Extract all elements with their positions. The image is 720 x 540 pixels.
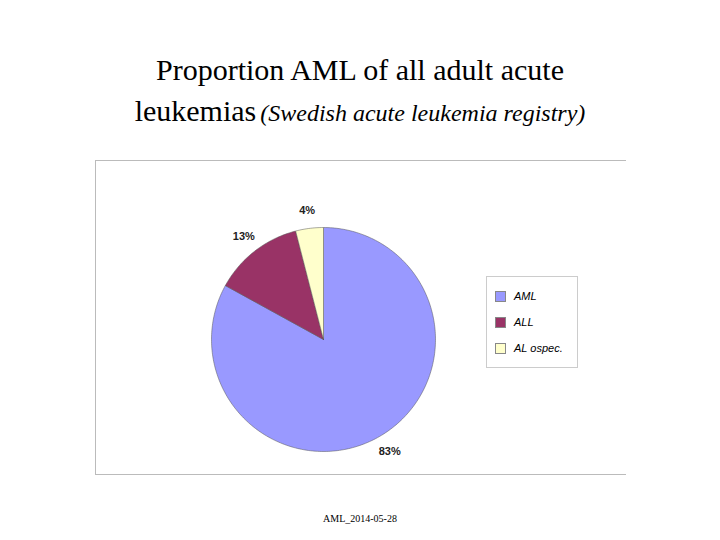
html-text:Proportion AML of all adult ac: Proportion AML of all adult acute leukem… bbox=[134, 53, 586, 127]
html-text:AML_2014-05-28: AML_2014-05-28 bbox=[323, 513, 397, 524]
html-text:AML: AML bbox=[514, 290, 537, 302]
html-text:AL ospec.: AL ospec. bbox=[514, 342, 563, 354]
svg-text:13%: 13% bbox=[233, 230, 255, 242]
svg-text:4%: 4% bbox=[299, 204, 315, 216]
html-text:ALL: ALL bbox=[514, 316, 534, 328]
svg-text:83%: 83% bbox=[379, 445, 401, 457]
